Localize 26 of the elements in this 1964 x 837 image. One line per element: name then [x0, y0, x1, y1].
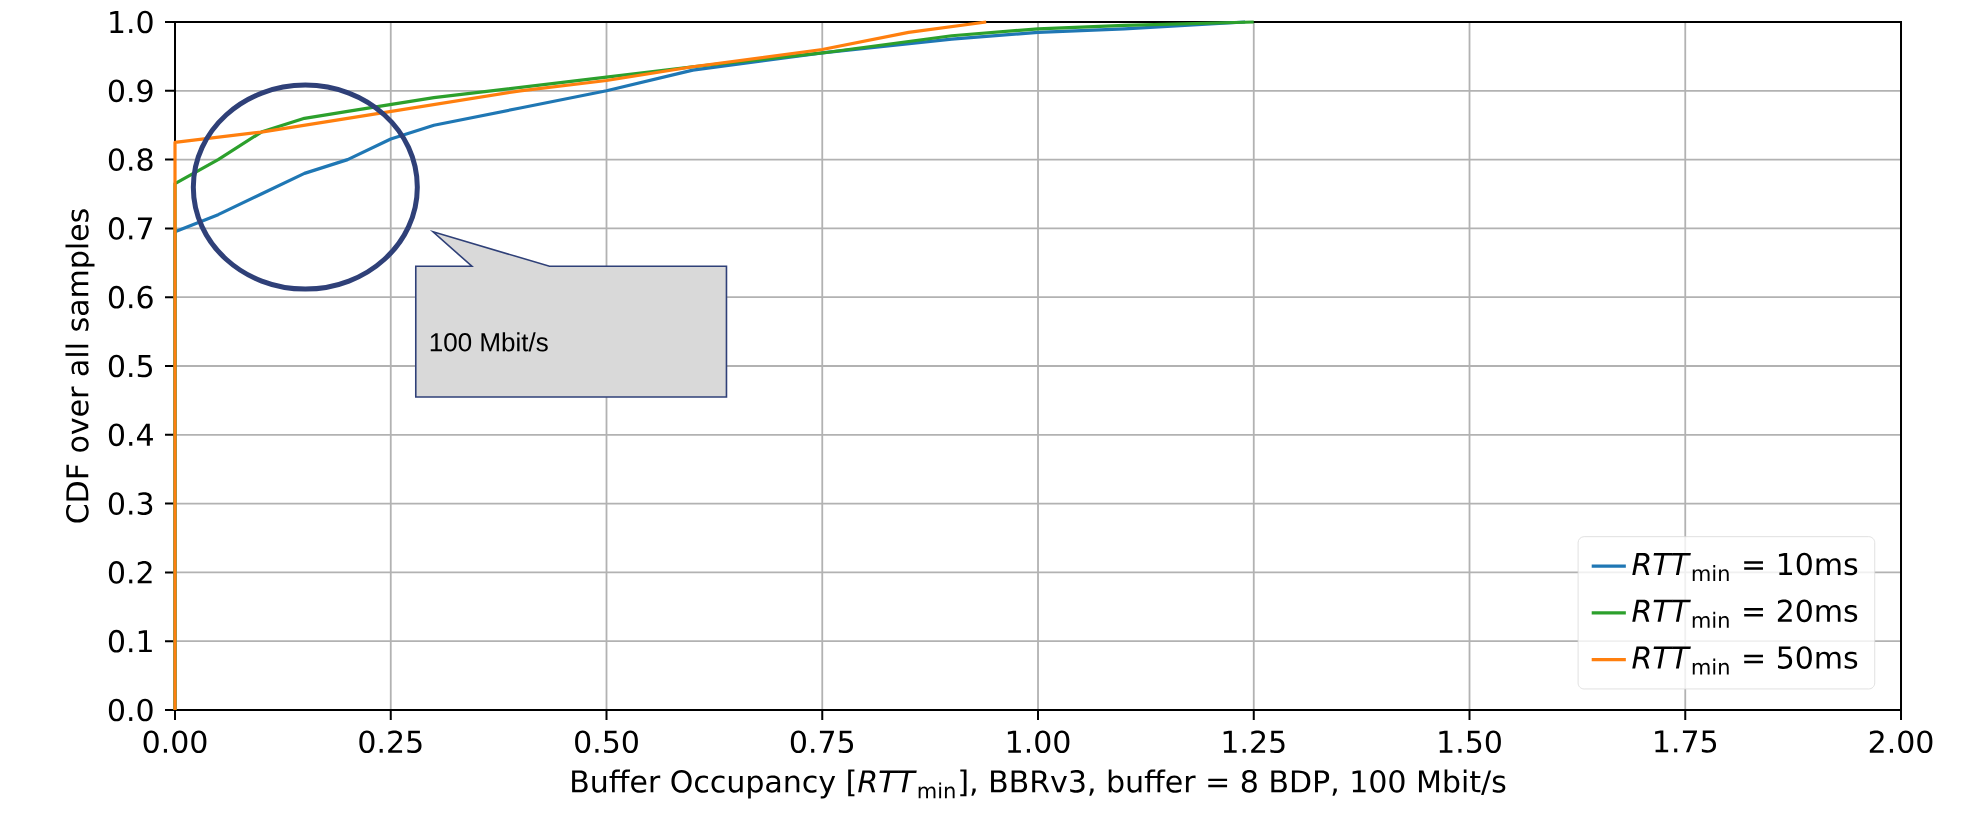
- x-tick-label: 1.75: [1655, 730, 1717, 753]
- y-tick-label: 1.0: [110, 10, 153, 34]
- x-axis-title: Buffer Occupancy [RTT$_{min}$], BBRv3, buffer = 8 BDP, 100 Mbit/s: [572, 769, 1506, 799]
- y-tick-label: 0.9: [108, 79, 153, 103]
- y-tick-label: 0.5: [108, 354, 152, 378]
- y-tick-label: 0.7: [108, 217, 153, 240]
- legend-label: RTT$_{min}$ = 20ms: [1632, 599, 1858, 628]
- x-tick-label: 0.75: [790, 730, 854, 754]
- y-tick-label: 0.3: [108, 492, 153, 515]
- x-tick-label: 2.00: [1869, 730, 1933, 754]
- y-tick-label: 0.4: [108, 423, 153, 447]
- y-tick-label: 0.2: [108, 561, 152, 584]
- annotation: 100 Mbit/s: [430, 332, 548, 352]
- y-tick-label: 0.6: [108, 285, 153, 309]
- y-tick-label: 0.8: [108, 148, 153, 171]
- x-tick-label: 1.50: [1439, 730, 1501, 754]
- x-tick-label: 1.00: [1007, 730, 1070, 754]
- y-tick-label: 0.0: [108, 698, 153, 722]
- x-tick-label: 1.25: [1223, 730, 1285, 754]
- x-tick-label: 0.00: [143, 730, 207, 754]
- x-tick-label: 0.25: [359, 730, 422, 754]
- legend-label: RTT$_{min}$ = 50ms: [1632, 646, 1858, 675]
- x-tick-label: 0.50: [575, 730, 638, 754]
- legend-label: RTT$_{min}$ = 10ms: [1632, 552, 1858, 581]
- y-axis-title: CDF over all samples: [65, 209, 95, 523]
- y-tick-label: 0.1: [108, 629, 152, 653]
